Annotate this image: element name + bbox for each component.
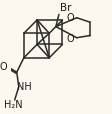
Text: Br: Br — [59, 3, 71, 13]
Text: O: O — [0, 61, 7, 71]
Text: O: O — [66, 34, 73, 44]
Text: NH: NH — [17, 81, 31, 91]
Text: O: O — [66, 13, 73, 23]
Text: H₂N: H₂N — [4, 100, 23, 109]
